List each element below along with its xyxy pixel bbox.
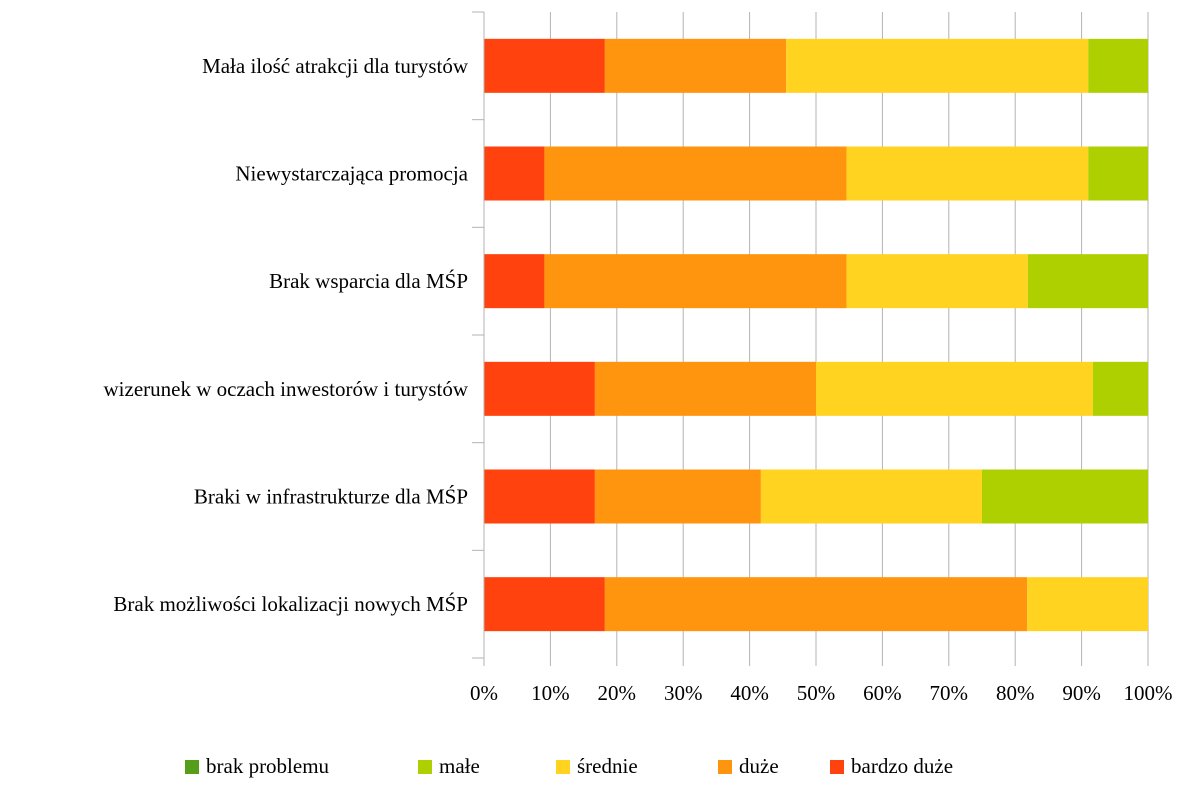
bar-segment <box>484 146 545 201</box>
bar-segment <box>1027 577 1148 632</box>
legend: brak problemu małe średnie duże bardzo duże <box>185 754 953 778</box>
bar-segment <box>484 361 595 416</box>
x-tick-label: 10% <box>531 681 570 705</box>
category-label: Mała ilość atrakcji dla turystów <box>202 54 469 78</box>
bars <box>484 38 1148 632</box>
bar-segment <box>594 469 761 524</box>
x-tick-label: 20% <box>598 681 637 705</box>
legend-swatch <box>830 760 844 774</box>
bar-segment <box>604 38 787 93</box>
bar-segment <box>760 469 982 524</box>
legend-swatch <box>718 760 732 774</box>
bar-segment <box>594 361 816 416</box>
bar-segment <box>1092 361 1148 416</box>
x-tick-label: 100% <box>1124 681 1173 705</box>
legend-label: brak problemu <box>206 754 330 778</box>
category-label: Brak możliwości lokalizacji nowych MŚP <box>113 592 468 616</box>
bar-segment <box>544 254 847 309</box>
x-tick-label: 60% <box>863 681 902 705</box>
legend-label: średnie <box>577 754 638 778</box>
legend-swatch <box>556 760 570 774</box>
legend-swatch <box>418 760 432 774</box>
bar-segment <box>816 361 1093 416</box>
bar-segment <box>484 577 605 632</box>
legend-label: duże <box>739 754 779 778</box>
bar-segment <box>1027 254 1148 309</box>
x-tick-label: 80% <box>996 681 1035 705</box>
bar-segment <box>982 469 1148 524</box>
x-tick-label: 90% <box>1062 681 1101 705</box>
category-label: Braki w infrastrukturze dla MŚP <box>194 485 468 509</box>
gridlines <box>549 12 1149 658</box>
bar-segment <box>846 254 1028 309</box>
legend-swatch <box>185 760 199 774</box>
bar-segment <box>604 577 1028 632</box>
category-labels: Mała ilość atrakcji dla turystów Niewysta… <box>104 54 469 616</box>
category-label: Niewystarczająca promocja <box>235 162 468 186</box>
category-label: Brak wsparcia dla MŚP <box>269 269 468 293</box>
legend-label: bardzo duże <box>851 754 953 778</box>
bar-segment <box>1088 146 1148 201</box>
axes <box>472 11 1149 666</box>
bar-segment <box>484 469 595 524</box>
legend-label: małe <box>439 754 480 778</box>
bar-segment <box>484 38 605 93</box>
bar-segment <box>846 146 1089 201</box>
bar-segment <box>544 146 847 201</box>
bar-segment <box>484 254 545 309</box>
x-tick-label: 0% <box>470 681 498 705</box>
bar-segment <box>1088 38 1148 93</box>
category-label: wizerunek w oczach inwestorów i turystów <box>104 377 469 401</box>
x-tick-label: 40% <box>730 681 769 705</box>
x-tick-labels: 0% 10% 20% 30% 40% 50% 60% 70% 80% 90% 100% <box>470 681 1173 705</box>
bar-segment <box>786 38 1089 93</box>
x-tick-label: 50% <box>797 681 836 705</box>
x-tick-label: 30% <box>664 681 703 705</box>
x-tick-label: 70% <box>930 681 969 705</box>
